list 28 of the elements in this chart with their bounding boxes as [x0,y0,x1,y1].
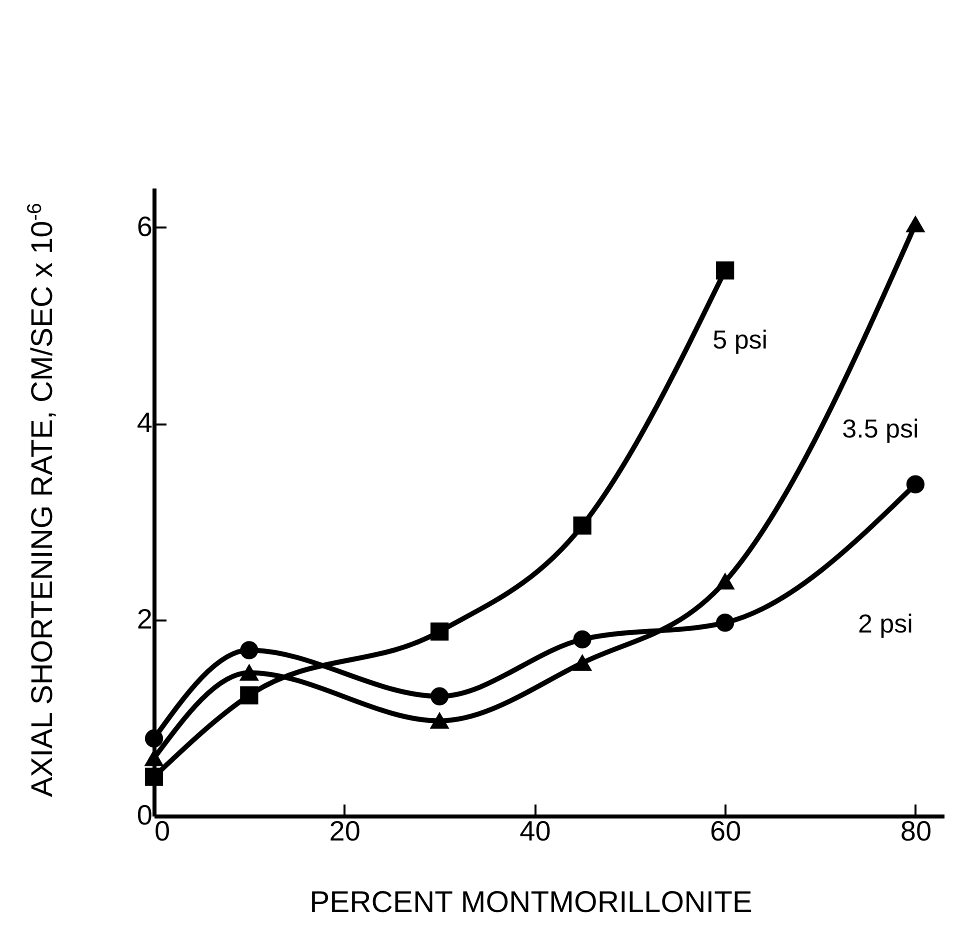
point [240,664,258,681]
point [573,630,592,648]
point [240,641,258,660]
x-tick-label: 40 [520,816,551,846]
point [430,712,449,729]
point [716,261,734,280]
text: 2 psi [858,608,913,638]
point [144,768,164,786]
series-label: 5 psi [712,324,768,354]
point [906,475,925,494]
point [716,614,734,632]
point [573,654,592,671]
y-tick-label: 2 [136,603,152,634]
point [144,729,164,748]
point [430,687,449,706]
point [430,622,449,641]
point [573,516,592,535]
x-axis-title: PERCENT MONTMORILLONITE [310,886,752,919]
y-tick-label: 6 [136,210,152,242]
point [144,750,164,766]
x-tick-label: 20 [329,816,360,846]
y-tick-label: 4 [136,407,152,438]
x-tick-label: 80 [900,816,932,846]
point [240,686,258,704]
series-label: 3.5 psi [842,413,919,444]
point [716,574,734,590]
point [906,216,925,232]
x-tick-label: 60 [710,816,742,846]
